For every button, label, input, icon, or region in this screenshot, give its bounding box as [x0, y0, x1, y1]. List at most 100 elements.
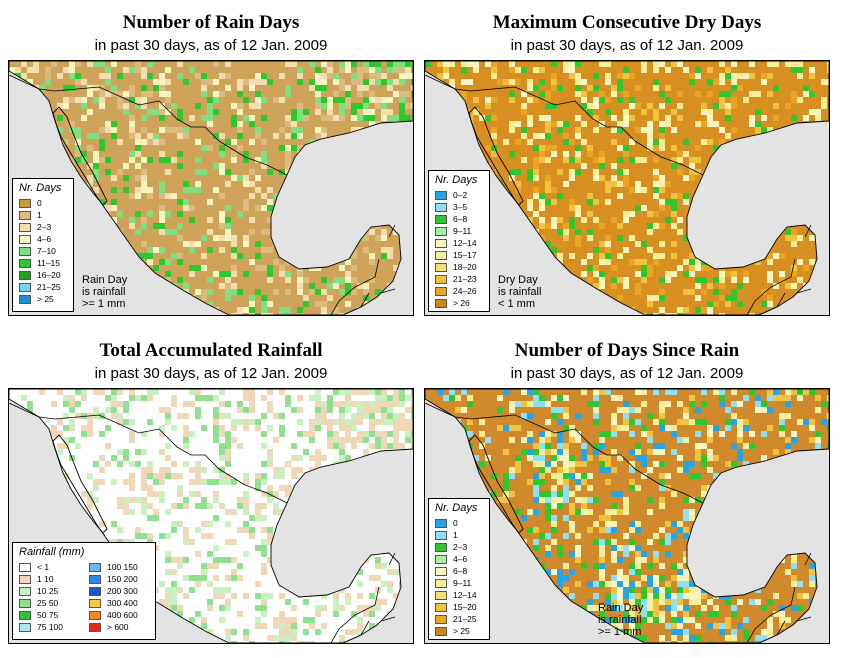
legend-label: 21–23 — [453, 274, 477, 284]
legend-label: 25 50 — [37, 598, 59, 608]
country-border — [9, 402, 288, 504]
legend-swatch — [89, 563, 101, 572]
map-note: Dry Day is rainfall < 1 mm — [498, 274, 542, 310]
country-border — [425, 74, 704, 176]
legend-label: 300 400 — [107, 598, 138, 608]
panel-title: Maximum Consecutive Dry Days — [492, 12, 762, 33]
country-border — [804, 552, 812, 566]
legend-label: 50 75 — [37, 610, 59, 620]
legend-swatch — [89, 623, 101, 632]
legend-label: > 600 — [107, 622, 129, 632]
legend-label: 2–3 — [37, 222, 52, 232]
country-border — [380, 616, 396, 622]
legend-swatch — [19, 587, 31, 596]
coastline — [425, 389, 829, 643]
legend-label: 1 10 — [37, 574, 54, 584]
country-border — [9, 74, 288, 176]
map-note: Rain Day is rainfall >= 1 mm — [598, 602, 644, 638]
legend-swatch — [435, 275, 447, 284]
legend-label: 6–8 — [453, 214, 468, 224]
legend-swatch — [435, 603, 447, 612]
map — [424, 60, 830, 316]
legend-swatch — [435, 287, 447, 296]
legend-label: 2–3 — [453, 542, 468, 552]
legend-swatch — [19, 259, 31, 268]
legend-label: 15–20 — [453, 602, 477, 612]
legend-swatch — [435, 615, 447, 624]
coastline — [52, 434, 108, 534]
legend-title: Nr. Days — [19, 182, 62, 194]
legend-label: 21–25 — [453, 614, 477, 624]
legend-swatch — [19, 199, 31, 208]
legend: Nr. Days 0 1 2–3 4–6 6–8 9–11 12–14 15–20 21–25 >… — [428, 498, 490, 640]
panel-subtitle: in past 30 days, as of 12 Jan. 2009 — [94, 37, 328, 54]
legend-swatch — [435, 579, 447, 588]
legend-label: < 1 — [37, 562, 50, 572]
country-border — [380, 288, 396, 294]
legend-swatch — [89, 599, 101, 608]
legend-swatch — [435, 591, 447, 600]
map-note: Rain Day is rainfall >= 1 mm — [82, 274, 128, 310]
legend-title: Rainfall (mm) — [19, 546, 85, 558]
panel-title: Number of Days Since Rain — [514, 340, 740, 361]
legend-swatch — [435, 531, 447, 540]
legend-title: Nr. Days — [435, 502, 478, 514]
legend-swatch — [435, 191, 447, 200]
legend-label: 4–6 — [453, 554, 468, 564]
legend-swatch — [89, 611, 101, 620]
legend-title: Nr. Days — [435, 174, 478, 186]
legend-label: 21–25 — [37, 282, 61, 292]
legend-label: 9–11 — [453, 226, 472, 236]
country-border — [330, 258, 380, 315]
legend-label: > 25 — [453, 626, 470, 636]
legend-swatch — [19, 211, 31, 220]
legend-swatch — [435, 227, 447, 236]
legend-swatch — [435, 627, 447, 636]
legend-label: 16–20 — [37, 270, 61, 280]
legend-label: 6–8 — [453, 566, 468, 576]
map — [8, 388, 414, 644]
country-border — [425, 402, 704, 504]
legend-swatch — [19, 295, 31, 304]
legend-label: 0–2 — [453, 190, 468, 200]
legend-label: > 26 — [453, 298, 470, 308]
legend-label: 4–6 — [37, 234, 52, 244]
legend-swatch — [19, 611, 31, 620]
country-border — [746, 258, 796, 315]
country-border — [342, 292, 370, 315]
panel-subtitle: in past 30 days, as of 12 Jan. 2009 — [510, 37, 744, 54]
legend-label: 3–5 — [453, 202, 468, 212]
country-border — [796, 616, 812, 622]
legend-label: 0 — [453, 518, 458, 528]
country-border — [796, 288, 812, 294]
legend-swatch — [435, 519, 447, 528]
legend-label: 75 100 — [37, 622, 63, 632]
legend-swatch — [19, 563, 31, 572]
legend-label: 24–26 — [453, 286, 477, 296]
legend-label: 7–10 — [37, 246, 56, 256]
legend-swatch — [435, 555, 447, 564]
legend-label: 10 25 — [37, 586, 59, 596]
legend-swatch — [19, 575, 31, 584]
legend-swatch — [19, 283, 31, 292]
legend-swatch — [19, 623, 31, 632]
legend-label: 150 200 — [107, 574, 138, 584]
legend-swatch — [89, 587, 101, 596]
coastline — [9, 389, 413, 643]
legend-swatch — [435, 567, 447, 576]
legend-swatch — [435, 299, 447, 308]
legend-label: 100 150 — [107, 562, 138, 572]
legend-label: 12–14 — [453, 590, 477, 600]
legend: Rainfall (mm) < 1 1 10 10 25 25 50 50 75 75 1… — [12, 542, 156, 640]
legend-swatch — [435, 239, 447, 248]
panel-title: Number of Rain Days — [122, 12, 300, 33]
country-border — [804, 224, 812, 238]
legend-swatch — [435, 215, 447, 224]
legend-label: 12–14 — [453, 238, 477, 248]
legend-label: 200 300 — [107, 586, 138, 596]
coastline — [425, 61, 829, 315]
legend-swatch — [435, 543, 447, 552]
legend-swatch — [435, 251, 447, 260]
legend-swatch — [19, 599, 31, 608]
legend-label: 15–17 — [453, 250, 477, 260]
